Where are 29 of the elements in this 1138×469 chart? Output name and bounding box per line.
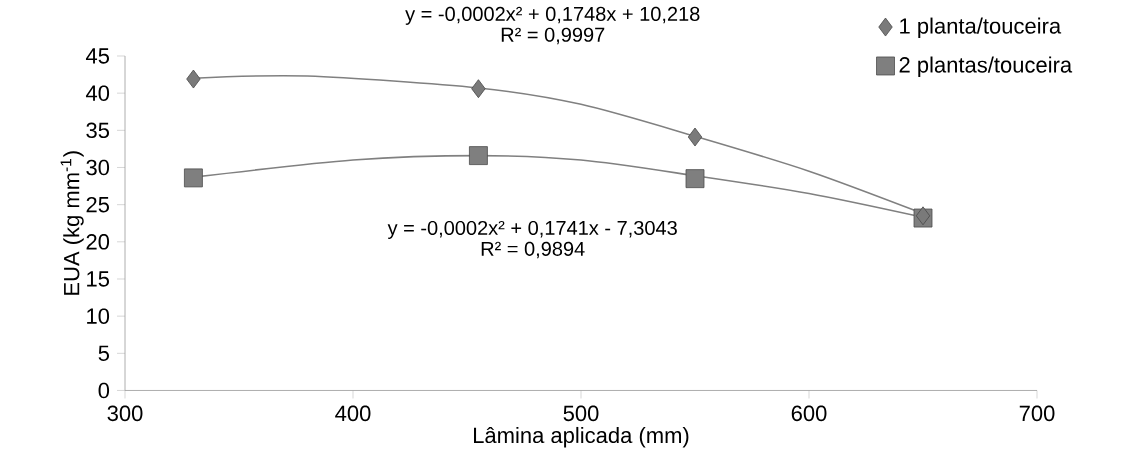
y-tick-label: 10	[87, 308, 110, 324]
point	[685, 169, 705, 189]
annotation: y = -0,0002x² + 0,1741x - 7,3043	[387, 220, 677, 239]
x-tick-label: 500	[563, 405, 599, 422]
y-tick-label: 45	[85, 48, 109, 64]
text: R² = 0,9997	[501, 27, 605, 45]
point	[471, 79, 486, 99]
point	[687, 127, 703, 147]
x-tick-label: 700	[1019, 405, 1055, 422]
point	[186, 69, 201, 89]
y-axis-title: EUA (kg mm$^{-1}$)	[60, 151, 84, 295]
x-tick-label: 600	[791, 405, 827, 422]
y-tick-label: 40	[85, 85, 110, 101]
legend-label: 2 plantas/touceira	[899, 56, 1073, 77]
y-tick-label: 15	[87, 271, 109, 287]
y-tick-label: 25	[86, 196, 109, 213]
annotation: R² = 0,9894	[481, 241, 585, 259]
point	[184, 168, 203, 188]
text: y = -0,0002x² + 0,1748x + 10,218	[405, 6, 700, 25]
y-tick-label: 30	[86, 159, 110, 176]
point	[469, 146, 488, 165]
legend-label: 1 planta/touceira	[900, 17, 1062, 39]
y-tick-label: 20	[86, 234, 110, 250]
x-axis-title: Lâmina aplicada (mm)	[474, 426, 689, 448]
y-tick-label: 35	[86, 122, 109, 139]
y-tick-label: 0	[98, 382, 110, 399]
x-tick-label: 400	[335, 405, 371, 422]
x-tick-label: 300	[107, 405, 143, 422]
y-tick-label: 5	[98, 345, 109, 361]
